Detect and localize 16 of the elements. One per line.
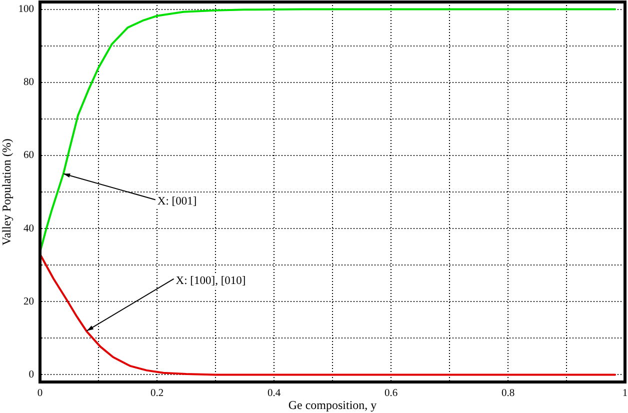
annotation: X: [001] <box>157 196 197 208</box>
x-tick-label: 1 <box>622 388 628 400</box>
y-axis-title: Valley Population (%) <box>0 138 14 246</box>
y-tick-label: 60 <box>24 150 34 162</box>
y-tick-label: 80 <box>24 77 34 88</box>
x-tick-label: 0.6 <box>384 388 398 400</box>
y-tick-label: 0 <box>28 369 34 380</box>
x-tick-label: 0.2 <box>150 388 164 400</box>
x-axis-title: Ge composition, y <box>288 398 377 412</box>
y-tick-label: 20 <box>24 296 34 308</box>
x-tick-label: 0 <box>37 388 43 400</box>
x-tick-label: 0.8 <box>501 388 515 400</box>
y-tick-label: 40 <box>24 223 34 234</box>
y-tick-label: 100 <box>18 4 34 16</box>
annotation: X: [100], [010] <box>176 274 246 287</box>
x-tick-label: 0.4 <box>267 388 282 400</box>
